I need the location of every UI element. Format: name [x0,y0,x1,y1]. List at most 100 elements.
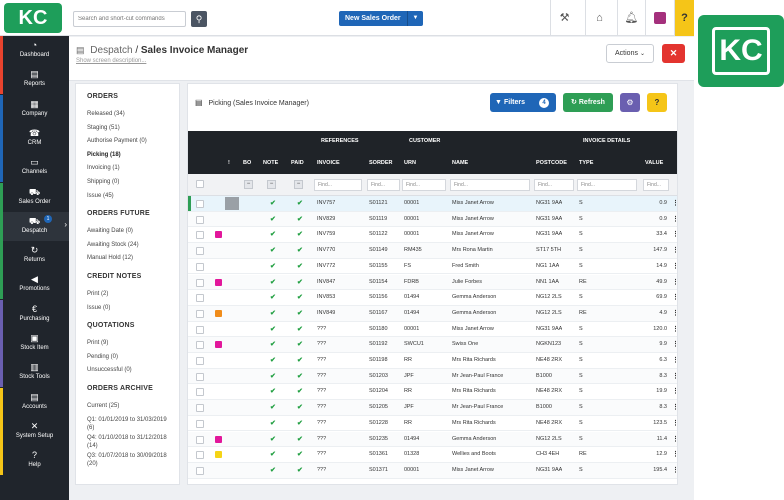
row-menu-icon[interactable]: ⋮ [672,432,677,447]
row-checkbox[interactable] [196,404,204,413]
table-row[interactable]: ✔ ✔??? S01192 SWCU1 Swiss One NGKN123 S 9.9 ⋮ [188,337,677,353]
search-button[interactable]: ⚲ [191,11,207,27]
filter-item[interactable]: Q1: 01/01/2019 to 31/03/2019 (6) [87,416,167,431]
sidebar-item-sales-order[interactable]: ⛟ Sales Order [0,182,69,212]
filter-item[interactable]: Issue (0) [87,304,111,311]
table-row[interactable]: ✔ ✔ INV757 S01121 00001 Miss Janet Arrow NG31 … [188,196,677,212]
filter-item[interactable]: Awaiting Stock (24) [87,241,139,248]
table-row[interactable]: ✔ ✔??? S01361 01328 Wellies and Boots CH3 4EH… [188,447,677,463]
row-checkbox[interactable] [196,215,204,224]
urn-find-input[interactable]: Find... [402,179,446,191]
filters-button[interactable]: ▼ Filters 4 [490,93,556,112]
row-checkbox[interactable] [196,357,204,365]
column-sorder[interactable]: SORDER [369,160,393,166]
column-name[interactable]: NAME [452,160,469,166]
filter-item[interactable]: Issue (45) [87,192,114,199]
chevron-down-icon[interactable]: ▼ [407,11,423,26]
filter-item[interactable]: Print (2) [87,291,109,297]
row-menu-icon[interactable]: ⋮ [672,447,677,462]
column-value[interactable]: VALUE [645,160,664,166]
row-menu-icon[interactable]: ⋮ [672,322,677,337]
table-row[interactable]: ✔ ✔??? S01371 00001 Miss Janet Arrow NG31 9AA… [188,462,677,479]
value-find-input[interactable]: Find... [643,179,669,191]
bell-icon[interactable]: 🔔︎ [617,0,645,36]
help-button[interactable]: ? [674,0,694,36]
row-checkbox[interactable] [196,309,204,318]
table-row[interactable]: ✔ ✔??? S01228 RR Mrs Rita Richards NE48 2RX S 1… [188,416,677,432]
sidebar-item-help[interactable]: ? Help [0,446,69,476]
table-row[interactable]: ✔ ✔ INV770 S01149 RM435 Mrs Rona Martin ST17 5… [188,243,677,259]
type-find-input[interactable]: Find... [577,179,637,191]
row-menu-icon[interactable]: ⋮ [672,337,677,352]
screen-description-link[interactable]: Show screen description... [76,58,147,64]
table-row[interactable]: ✔ ✔ INV849 S01167 01494 Gemma Anderson NG12 2L… [188,305,677,322]
row-checkbox[interactable] [196,419,204,428]
filter-item[interactable]: Released (34) [87,111,125,117]
filter-item[interactable]: Manual Hold (12) [87,255,134,262]
row-menu-icon[interactable]: ⋮ [672,463,677,478]
column-postcode[interactable]: POSTCODE [536,160,567,166]
select-all-checkbox[interactable] [196,180,204,188]
table-row[interactable]: ✔ ✔ INV772 S01155 FS Fred Smith NG1 1AA S 14.9 ⋮ [188,259,677,275]
table-row[interactable]: ✔ ✔??? S01198 RR Mrs Rita Richards NE48 2RX S 6… [188,353,677,369]
column-invoice[interactable]: INVOICE [317,160,340,166]
filter-item[interactable]: Print (9) [87,340,109,347]
filter-item[interactable]: Q3: 01/07/2018 to 30/09/2018 (20) [87,452,167,467]
sidebar-item-despatch[interactable]: ⛟ Despatch 1 › [0,211,69,241]
note-filter-toggle[interactable]: − [267,180,276,189]
row-menu-icon[interactable]: ⋮ [672,227,677,242]
filter-item[interactable]: Shipping (0) [87,179,120,185]
filter-item[interactable]: Q4: 01/10/2018 to 31/12/2018 (14) [87,434,167,449]
grid-help-button[interactable]: ? [647,93,667,112]
table-row[interactable]: ✔ ✔??? S01235 01494 Gemma Anderson NG12 2LS S 1… [188,431,677,448]
tools-icon[interactable]: ⚒ [550,0,578,36]
search-input[interactable] [73,11,186,27]
filter-item[interactable]: Authorise Payment (0) [87,138,147,145]
row-menu-icon[interactable]: ⋮ [672,400,677,415]
row-checkbox[interactable] [196,294,204,303]
user-avatar[interactable] [645,0,673,36]
warehouse-icon[interactable]: ⌂ [585,0,613,36]
paid-filter-toggle[interactable]: − [294,180,303,189]
actions-dropdown[interactable]: Actions ⌄ [606,44,654,63]
row-menu-icon[interactable]: ⋮ [672,275,677,290]
sidebar-item-stock-tools[interactable]: ▥ Stock Tools [0,358,69,388]
column-paid[interactable]: PAID [291,160,304,166]
row-menu-icon[interactable]: ⋮ [672,196,677,211]
column-urn[interactable]: URN [404,160,416,166]
row-checkbox[interactable] [196,388,204,397]
close-button[interactable]: ✕ [662,44,685,63]
sidebar-item-company[interactable]: ▦ Company [0,94,69,124]
row-checkbox[interactable] [196,341,204,350]
sidebar-item-accounts[interactable]: ▤ Accounts [0,387,69,417]
bo-filter-toggle[interactable]: − [244,180,253,189]
table-row[interactable]: ✔ ✔??? S01203 JPF Mr Jean-Paul France B1000 S 8… [188,368,677,385]
row-menu-icon[interactable]: ⋮ [672,306,677,321]
row-checkbox[interactable] [196,278,204,287]
table-row[interactable]: ✔ ✔??? S01205 JPF Mr Jean-Paul France B1000 S 8… [188,400,677,416]
row-checkbox[interactable] [196,466,204,475]
row-menu-icon[interactable]: ⋮ [672,212,677,227]
filter-item[interactable]: Awaiting Date (0) [87,228,133,235]
column-flag[interactable]: ! [228,160,230,166]
row-checkbox[interactable] [196,231,204,240]
filter-item[interactable]: Pending (0) [87,353,119,360]
sidebar-item-reports[interactable]: ▤ Reports [0,65,69,95]
row-checkbox[interactable] [196,325,204,334]
sidebar-item-purchasing[interactable]: € Purchasing [0,299,69,329]
refresh-button[interactable]: ↻ Refresh [563,93,613,112]
row-checkbox[interactable] [196,451,204,460]
row-menu-icon[interactable]: ⋮ [672,259,677,274]
row-menu-icon[interactable]: ⋮ [672,369,677,384]
sidebar-item-stock-item[interactable]: ▣ Stock Item [0,329,69,358]
row-checkbox[interactable] [196,435,204,444]
new-sales-order-button[interactable]: New Sales Order ▼ [339,11,423,26]
row-menu-icon[interactable]: ⋮ [672,353,677,368]
table-row[interactable]: ✔ ✔ INV829 S01119 00001 Miss Janet Arrow NG31 … [188,211,677,228]
table-row[interactable]: ✔ ✔ INV853 S01156 01494 Gemma Anderson NG12 2L… [188,290,677,306]
table-row[interactable]: ✔ ✔ INV847 S01154 FDRB Julie Forbes NN1 1AA RE 4… [188,274,677,291]
table-row[interactable]: ✔ ✔??? S01180 00001 Miss Janet Arrow NG31 9AA… [188,322,677,338]
row-checkbox[interactable] [196,372,204,381]
filter-item[interactable]: Unsuccessful (0) [87,367,132,374]
row-menu-icon[interactable]: ⋮ [672,290,677,305]
